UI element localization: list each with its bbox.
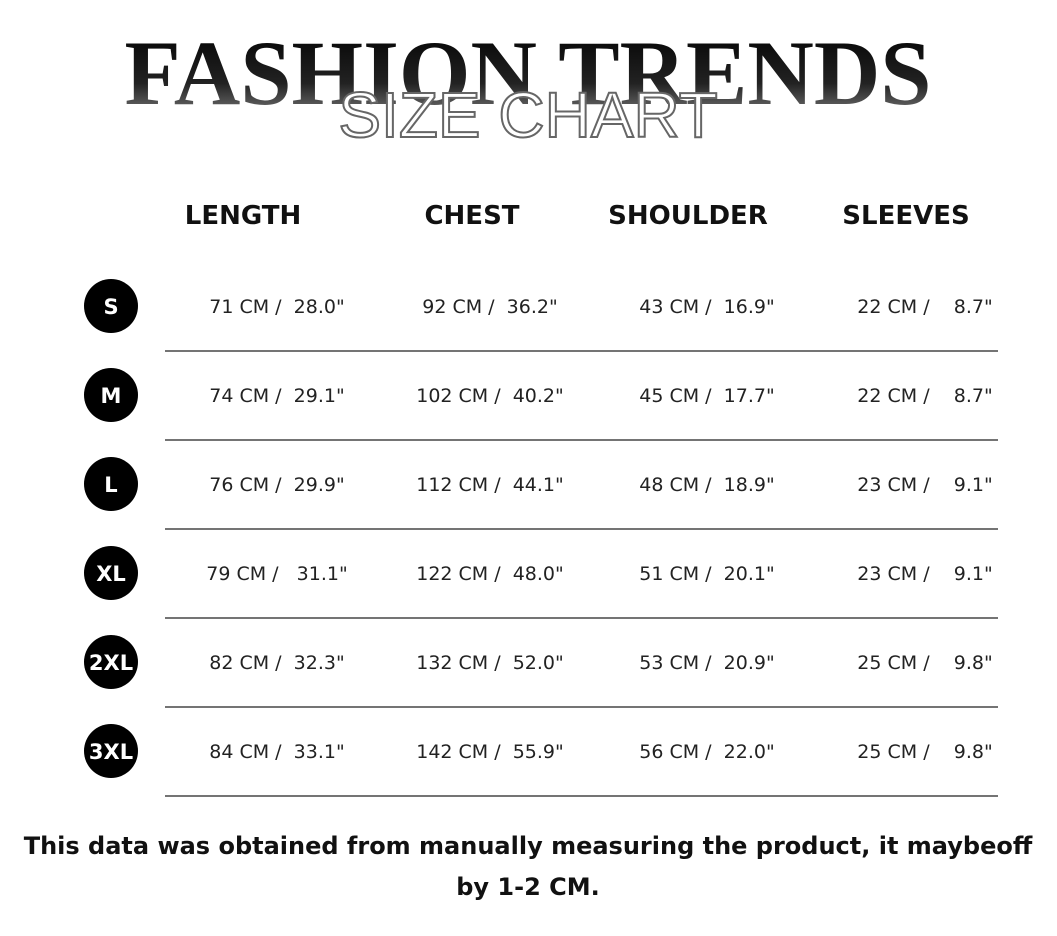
measurement: 45 CM / 17.7" xyxy=(639,385,774,407)
size-label: M xyxy=(101,384,122,408)
size-label: 2XL xyxy=(89,651,133,675)
measurement: 84 CM / 33.1" xyxy=(209,741,344,763)
size-badge xyxy=(84,546,138,600)
measurement: 53 CM / 20.9" xyxy=(639,652,774,674)
measurement: 122 CM / 48.0" xyxy=(416,563,564,585)
measurement: 51 CM / 20.1" xyxy=(639,563,774,585)
measurement: 22 CM / 8.7" xyxy=(857,385,992,407)
measurement: 92 CM / 36.2" xyxy=(422,296,557,318)
column-header: SLEEVES xyxy=(842,201,969,231)
size-badge xyxy=(84,724,138,778)
measurement: 23 CM / 9.1" xyxy=(857,474,992,496)
measurement: 76 CM / 29.9" xyxy=(209,474,344,496)
measurement: 25 CM / 9.8" xyxy=(857,652,992,674)
column-header: SHOULDER xyxy=(608,201,768,231)
measurement: 25 CM / 9.8" xyxy=(857,741,992,763)
measurement: 79 CM / 31.1" xyxy=(206,563,347,585)
footnote: This data was obtained from manually mea… xyxy=(24,832,1033,860)
subtitle: SIZE CHART xyxy=(338,79,717,151)
size-label: S xyxy=(103,295,118,319)
table: LENGTH CHEST SHOULDER SLEEVES S 71 CM / 28.0"… xyxy=(24,201,1033,901)
size-label: 3XL xyxy=(89,740,133,764)
measurement: 43 CM / 16.9" xyxy=(639,296,774,318)
measurement: 22 CM / 8.7" xyxy=(857,296,992,318)
size-label: L xyxy=(104,473,117,497)
size-badge xyxy=(84,279,138,333)
measurement: 48 CM / 18.9" xyxy=(639,474,774,496)
measurement: 82 CM / 32.3" xyxy=(209,652,344,674)
measurement: 74 CM / 29.1" xyxy=(209,385,344,407)
size-badge xyxy=(84,368,138,422)
size-badge xyxy=(84,457,138,511)
measurement: 132 CM / 52.0" xyxy=(416,652,564,674)
size-label: XL xyxy=(96,562,126,586)
measurement: 71 CM / 28.0" xyxy=(209,296,344,318)
size-badge xyxy=(84,635,138,689)
measurement: 102 CM / 40.2" xyxy=(416,385,564,407)
measurement: 23 CM / 9.1" xyxy=(857,563,992,585)
column-header: CHEST xyxy=(424,201,519,231)
column-header: LENGTH xyxy=(185,201,301,231)
measurement: 56 CM / 22.0" xyxy=(639,741,774,763)
measurement: 142 CM / 55.9" xyxy=(416,741,564,763)
measurement: 112 CM / 44.1" xyxy=(416,474,564,496)
title: FASHION TRENDS xyxy=(125,22,932,124)
footnote: by 1-2 CM. xyxy=(456,873,600,901)
